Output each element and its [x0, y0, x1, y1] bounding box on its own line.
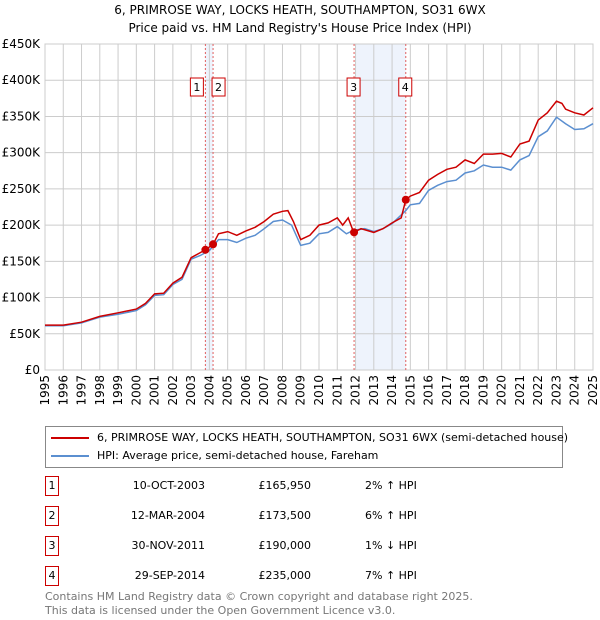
sale-label: 4 [402, 81, 409, 94]
y-tick-label: £350K [2, 109, 42, 123]
sale-price: £173,500 [258, 509, 312, 522]
x-tick-label: 2005 [221, 375, 235, 406]
sale-date: 10-OCT-2003 [132, 479, 205, 492]
x-tick-label: 1998 [93, 375, 107, 406]
x-tick-label: 1995 [38, 375, 52, 406]
x-tick-label: 2021 [513, 375, 527, 406]
x-tick-label: 2016 [422, 375, 436, 406]
sale-date: 30-NOV-2011 [131, 539, 205, 552]
sale-date: 29-SEP-2014 [134, 569, 205, 582]
footer: Contains HM Land Registry data © Crown c… [45, 590, 473, 618]
sale-label: 2 [215, 81, 222, 94]
x-tick-label: 1999 [111, 375, 125, 406]
x-tick-label: 2022 [531, 375, 545, 406]
x-tick-label: 2025 [586, 375, 600, 406]
legend-label: HPI: Average price, semi-detached house,… [97, 449, 379, 462]
x-tick-label: 2012 [349, 375, 363, 406]
sale-price: £190,000 [258, 539, 312, 552]
sale-point [401, 195, 410, 204]
y-tick-label: £0 [25, 363, 40, 377]
x-tick-label: 2020 [495, 375, 509, 406]
y-tick-label: £200K [2, 218, 42, 232]
y-tick-label: £400K [2, 73, 42, 87]
x-tick-label: 2002 [166, 375, 180, 406]
x-tick-label: 2011 [330, 375, 344, 406]
sale-number: 4 [45, 566, 59, 586]
x-tick-label: 1997 [75, 375, 89, 406]
x-tick-label: 2019 [476, 375, 490, 406]
x-tick-label: 2015 [403, 375, 417, 406]
sale-hpi-diff: 7% ↑ HPI [365, 569, 417, 582]
sale-label-box [346, 77, 361, 97]
y-tick-label: £250K [2, 182, 42, 196]
legend-swatch-blue [51, 455, 89, 457]
x-tick-label: 2007 [257, 375, 271, 406]
sale-price: £165,950 [258, 479, 312, 492]
chart-title: 6, PRIMROSE WAY, LOCKS HEATH, SOUTHAMPTO… [114, 3, 485, 17]
y-tick-label: £100K [2, 291, 42, 305]
sale-hpi-diff: 1% ↓ HPI [365, 539, 417, 552]
legend-swatch-red [51, 437, 89, 439]
legend-item-property: 6, PRIMROSE WAY, LOCKS HEATH, SOUTHAMPTO… [51, 430, 568, 446]
x-tick-label: 1996 [56, 375, 70, 406]
x-tick-label: 2006 [239, 375, 253, 406]
sale-label-box [189, 77, 204, 97]
price-chart: 6, PRIMROSE WAY, LOCKS HEATH, SOUTHAMPTO… [2, 3, 600, 406]
series-line [45, 100, 594, 326]
x-tick-label: 2014 [385, 375, 399, 406]
y-tick-label: £300K [2, 146, 42, 160]
x-tick-label: 2009 [294, 375, 308, 406]
x-tick-label: 2001 [148, 375, 162, 406]
sale-point [201, 245, 210, 254]
sale-row: 3 30-NOV-2011 £190,000 1% ↓ HPI [45, 536, 545, 556]
y-tick-label: £50K [9, 327, 41, 341]
plot-frame [44, 43, 594, 371]
sale-row: 4 29-SEP-2014 £235,000 7% ↑ HPI [45, 566, 545, 586]
x-tick-label: 2017 [440, 375, 454, 406]
sale-hpi-diff: 2% ↑ HPI [365, 479, 417, 492]
sale-row: 1 10-OCT-2003 £165,950 2% ↑ HPI [45, 476, 545, 496]
x-tick-label: 2010 [312, 375, 326, 406]
sale-hpi-diff: 6% ↑ HPI [365, 509, 417, 522]
x-tick-label: 2013 [367, 375, 381, 406]
series-line [45, 116, 594, 327]
footer-line-2: This data is licensed under the Open Gov… [45, 604, 396, 617]
legend-item-hpi: HPI: Average price, semi-detached house,… [51, 448, 378, 464]
sale-date: 12-MAR-2004 [130, 509, 205, 522]
y-tick-label: £450K [2, 37, 42, 51]
sale-number: 1 [45, 476, 59, 496]
y-tick-label: £150K [2, 254, 42, 268]
sale-point [209, 240, 218, 249]
x-tick-label: 2018 [458, 375, 472, 406]
x-tick-label: 2023 [549, 375, 563, 406]
sale-label: 1 [193, 81, 200, 94]
sale-point [350, 228, 359, 237]
chart-subtitle: Price paid vs. HM Land Registry's House … [128, 21, 471, 35]
sale-number: 3 [45, 536, 59, 556]
sale-label-box [398, 77, 413, 97]
legend-label: 6, PRIMROSE WAY, LOCKS HEATH, SOUTHAMPTO… [97, 431, 569, 444]
legend: 6, PRIMROSE WAY, LOCKS HEATH, SOUTHAMPTO… [45, 426, 568, 468]
footer-line-1: Contains HM Land Registry data © Crown c… [45, 590, 473, 603]
sale-number: 2 [45, 506, 59, 526]
shaded-range [355, 44, 406, 370]
sale-price: £235,000 [258, 569, 312, 582]
sale-row: 2 12-MAR-2004 £173,500 6% ↑ HPI [45, 506, 545, 526]
sale-label: 3 [350, 81, 357, 94]
x-tick-label: 2004 [202, 375, 216, 406]
sale-label-box [211, 77, 226, 97]
x-tick-label: 2024 [568, 375, 582, 406]
x-tick-label: 2000 [129, 375, 143, 406]
x-tick-label: 2003 [184, 375, 198, 406]
x-tick-label: 2008 [275, 375, 289, 406]
